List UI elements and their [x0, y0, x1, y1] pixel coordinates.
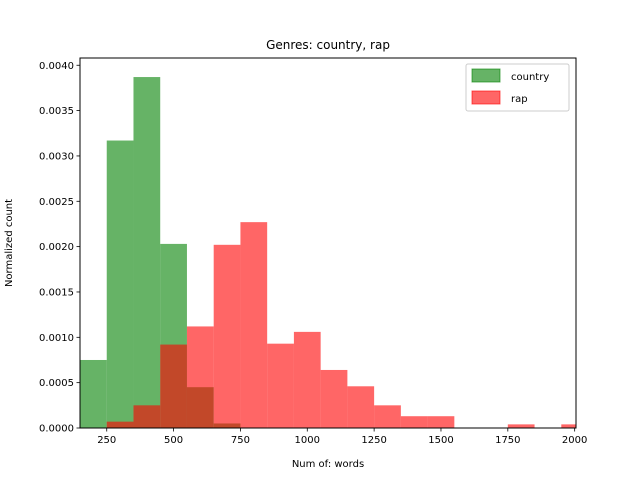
rap-bar: [160, 344, 187, 428]
country-bar: [106, 140, 134, 428]
legend-swatch-country: [471, 68, 501, 83]
country-bar: [133, 77, 161, 428]
x-tick-label: 250: [97, 435, 116, 446]
rap-bar: [133, 405, 161, 428]
x-tick-label: 500: [164, 435, 183, 446]
y-tick-label: 0.0035: [39, 106, 74, 117]
y-tick-label: 0.0015: [39, 287, 74, 298]
legend-label-country: country: [511, 72, 549, 83]
y-tick-label: 0.0010: [39, 333, 74, 344]
y-tick-label: 0.0030: [39, 151, 74, 162]
x-tick-label: 1750: [495, 435, 520, 446]
rap-bar: [106, 421, 134, 428]
country-bar: [80, 359, 107, 428]
x-tick-label: 2000: [562, 435, 587, 446]
chart-title: Genres: country, rap: [266, 38, 390, 52]
rap-bar: [400, 416, 428, 428]
rap-bar: [374, 405, 401, 428]
y-tick-label: 0.0005: [39, 378, 74, 389]
x-tick-label: 1500: [428, 435, 453, 446]
x-axis-label: Num of: words: [292, 459, 364, 470]
y-tick-label: 0.0020: [39, 242, 74, 253]
rap-bars: [106, 222, 576, 428]
rap-bar: [293, 331, 321, 428]
legend-label-rap: rap: [511, 94, 528, 105]
rap-bar: [320, 369, 348, 428]
plot-frame: [79, 57, 577, 429]
rap-bar: [507, 424, 535, 428]
legend-swatch-rap: [471, 90, 501, 105]
x-axis-ticks: 250 500 750 1000 1250 1500 1750 2000: [97, 428, 587, 446]
rap-bar: [561, 424, 576, 428]
rap-bar: [186, 326, 214, 428]
x-tick-label: 750: [231, 435, 250, 446]
y-tick-label: 0.0000: [39, 424, 74, 435]
rap-bar: [267, 343, 294, 428]
rap-bar: [213, 244, 241, 428]
rap-bar: [240, 222, 268, 428]
legend: country rap: [465, 63, 570, 112]
y-tick-label: 0.0040: [39, 61, 74, 72]
x-tick-label: 1000: [295, 435, 320, 446]
y-tick-label: 0.0025: [39, 197, 74, 208]
x-tick-label: 1250: [361, 435, 386, 446]
y-axis-ticks: 0.0000 0.0005 0.0010 0.0015 0.0020 0.0025 0.00…: [39, 61, 80, 435]
rap-bar: [427, 416, 455, 428]
rap-bar: [347, 386, 375, 428]
y-axis-label: Normalized count: [4, 199, 15, 287]
